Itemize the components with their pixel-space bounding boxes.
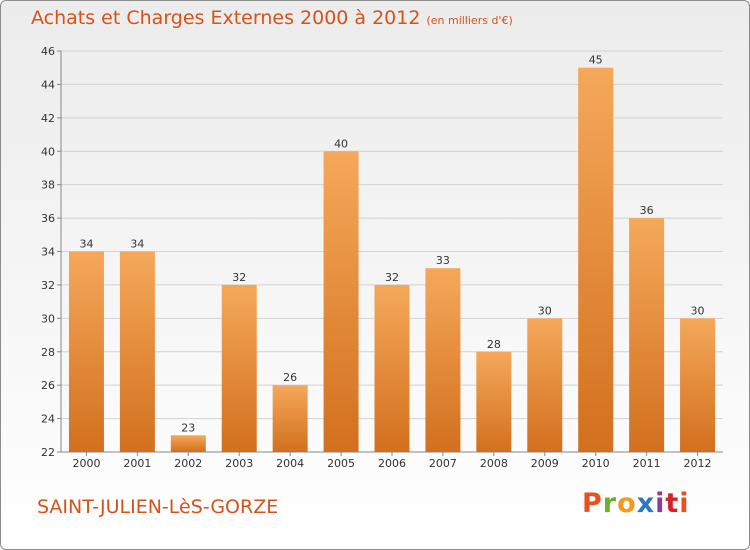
- data-label: 34: [130, 238, 144, 251]
- logo-letter: x: [636, 488, 656, 519]
- bar: [629, 218, 665, 452]
- y-tick-label: 38: [41, 179, 55, 192]
- y-tick-label: 32: [41, 279, 55, 292]
- logo-letter: i: [679, 488, 690, 519]
- y-tick-label: 34: [41, 246, 55, 259]
- data-label: 30: [538, 304, 552, 317]
- chart-title: Achats et Charges Externes 2000 à 2012 (e…: [31, 7, 513, 29]
- bar: [527, 318, 563, 452]
- data-label: 30: [691, 304, 705, 317]
- x-tick-label: 2003: [225, 457, 253, 470]
- x-tick-label: 2002: [174, 457, 202, 470]
- data-label: 34: [79, 238, 93, 251]
- x-tick-label: 2004: [276, 457, 304, 470]
- x-tick-label: 2005: [327, 457, 355, 470]
- y-tick-label: 42: [41, 112, 55, 125]
- logo-letter: i: [655, 488, 666, 519]
- y-tick-label: 44: [41, 78, 55, 91]
- data-label: 32: [385, 271, 399, 284]
- x-tick-label: 2006: [378, 457, 406, 470]
- y-tick-label: 30: [41, 312, 55, 325]
- y-tick-label: 46: [41, 45, 55, 58]
- x-tick-label: 2001: [123, 457, 151, 470]
- x-tick-label: 2012: [684, 457, 712, 470]
- x-tick-label: 2000: [72, 457, 100, 470]
- data-label: 33: [436, 254, 450, 267]
- data-label: 36: [640, 204, 654, 217]
- logo-letter: P: [582, 488, 603, 519]
- chart-title-text: Achats et Charges Externes 2000 à 2012: [31, 7, 421, 29]
- x-tick-label: 2010: [582, 457, 610, 470]
- x-tick-label: 2007: [429, 457, 457, 470]
- bar: [272, 385, 308, 452]
- chart-unit: (en milliers d'€): [426, 14, 513, 27]
- data-label: 45: [589, 54, 603, 67]
- bar: [680, 318, 716, 452]
- logo-letter: o: [617, 488, 637, 519]
- y-tick-label: 22: [41, 446, 55, 459]
- bar: [578, 67, 614, 452]
- x-tick-label: 2011: [633, 457, 661, 470]
- bar: [170, 435, 206, 452]
- bar: [221, 284, 257, 452]
- data-labels: 2000 34 2001 34 2002 23 2003 32 2004 26 2005 40 2006…: [72, 54, 711, 470]
- y-tick-label: 24: [41, 413, 55, 426]
- city-name: SAINT-JULIEN-LèS-GORZE: [37, 496, 279, 518]
- data-label: 28: [487, 338, 501, 351]
- bar: [323, 151, 359, 452]
- y-tick-label: 26: [41, 379, 55, 392]
- bar: [425, 268, 461, 452]
- x-tick-label: 2008: [480, 457, 508, 470]
- proxiti-logo: Proxiti: [582, 488, 690, 519]
- logo-letter: t: [665, 488, 680, 519]
- data-label: 26: [283, 371, 297, 384]
- bar: [374, 284, 410, 452]
- y-tick-label: 40: [41, 145, 55, 158]
- bars: [68, 67, 716, 452]
- bar: [119, 251, 155, 452]
- data-label: 40: [334, 137, 348, 150]
- y-tick-label: 28: [41, 346, 55, 359]
- data-label: 23: [181, 421, 195, 434]
- y-tick-label: 36: [41, 212, 55, 225]
- bar: [68, 251, 104, 452]
- logo-letter: r: [602, 488, 618, 519]
- data-label: 32: [232, 271, 246, 284]
- x-tick-label: 2009: [531, 457, 559, 470]
- bar: [476, 351, 512, 452]
